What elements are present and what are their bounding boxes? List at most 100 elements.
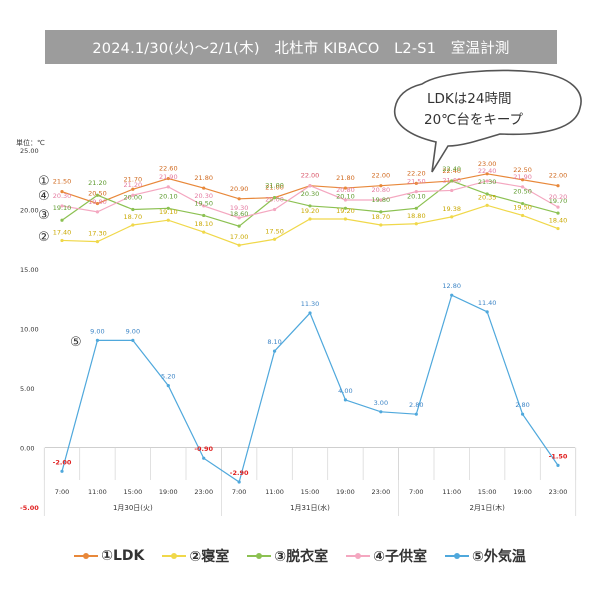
data-label: 11.30 [301,300,320,308]
data-point [414,222,418,226]
x-tick-label: 11:00 [265,488,284,496]
data-label: 2.80 [515,401,529,409]
data-point [343,206,348,210]
data-point [379,184,383,188]
data-point [379,198,383,202]
data-label: 19.20 [336,207,355,215]
day-label: 1月31日(水) [290,503,330,512]
x-tick-label: 23:00 [549,488,568,496]
data-label: 22.40 [478,167,497,175]
data-point [131,187,135,191]
data-point [308,217,312,221]
data-point [556,184,560,188]
x-tick-label: 19:00 [336,488,355,496]
legend-swatch [247,553,272,559]
data-label: 22.20 [407,169,426,177]
data-label: 12.80 [442,282,461,290]
data-label: 19.10 [159,208,178,216]
data-label: 22.40 [442,167,461,175]
x-tick-label: 7:00 [409,488,424,496]
data-label: 19.50 [513,203,532,211]
y-tick-label: 20.00 [20,207,39,215]
data-label: 19.70 [549,197,568,205]
data-label: -1.50 [549,452,568,460]
x-tick-label: 15:00 [123,488,142,496]
legend-swatch [346,553,371,559]
data-label: 17.30 [88,230,107,238]
series-marker: ② [38,230,50,245]
data-label: 21.90 [159,173,178,181]
legend-swatch-dot [83,553,90,559]
data-point [450,293,454,297]
data-label: 21.70 [124,175,143,183]
data-point [95,210,100,214]
data-label: 22.00 [372,172,391,180]
data-label: 9.00 [126,327,140,335]
x-tick-label: 15:00 [301,488,320,496]
data-point [272,237,277,241]
data-label: 8.10 [267,338,281,346]
data-label: -2.90 [230,469,249,477]
data-point [166,185,170,189]
data-point [60,218,64,222]
data-label: 3.00 [374,399,388,407]
data-label: 21.20 [88,179,107,187]
data-label: 19.20 [301,207,320,215]
data-label: 20.30 [301,190,320,198]
legend-label: ①LDK [101,548,145,564]
data-point [272,349,277,353]
unit-label: 単位：℃ [16,139,45,147]
data-point [237,224,241,228]
data-point [414,206,418,210]
data-point [95,338,100,342]
data-point [450,179,454,183]
data-point [166,176,170,181]
data-label: 21.20 [124,181,143,189]
data-label: 20.10 [336,192,355,200]
legend-swatch [74,553,99,559]
data-label: 11.40 [478,299,497,307]
data-point [272,196,277,200]
data-point [131,223,135,227]
data-point [308,204,312,208]
data-point [237,480,241,484]
data-point [379,410,383,414]
data-label: 19.50 [194,199,213,207]
data-label: 18.40 [549,217,568,225]
data-label: 23.00 [478,160,497,168]
data-label: 19.80 [372,196,391,204]
data-label: 22.00 [301,172,320,180]
y-tick-label: 25.00 [20,147,39,155]
data-point [237,243,241,247]
data-point [485,203,489,207]
data-label: 22.00 [301,172,320,180]
legend-swatch [162,553,187,559]
data-point [556,226,560,231]
data-label: -0.90 [194,445,213,453]
data-label: 20.80 [336,186,355,194]
data-point [202,186,206,190]
day-label: 2月1日(木) [469,503,505,512]
x-tick-label: 23:00 [194,488,213,496]
data-point [450,215,454,219]
y-tick-label: 5.00 [20,385,34,393]
legend-label: ④子供室 [373,549,427,565]
data-point [166,218,170,222]
data-point [414,190,418,194]
data-point [95,201,100,206]
data-point [308,184,312,188]
data-label: 5.20 [161,373,175,381]
data-label: 21.90 [513,173,532,181]
data-label: 20.00 [124,194,143,202]
data-label: 18.60 [230,210,249,218]
data-point [520,201,525,206]
data-label: 21.00 [265,184,284,192]
data-point [556,463,560,467]
legend-item: ④子供室 [346,546,427,566]
data-label: 18.70 [372,213,391,221]
data-label: 21.50 [53,178,72,186]
data-point [308,311,312,315]
x-tick-label: 23:00 [371,488,390,496]
legend-swatch-dot [171,553,178,559]
data-label: 22.60 [159,165,178,173]
